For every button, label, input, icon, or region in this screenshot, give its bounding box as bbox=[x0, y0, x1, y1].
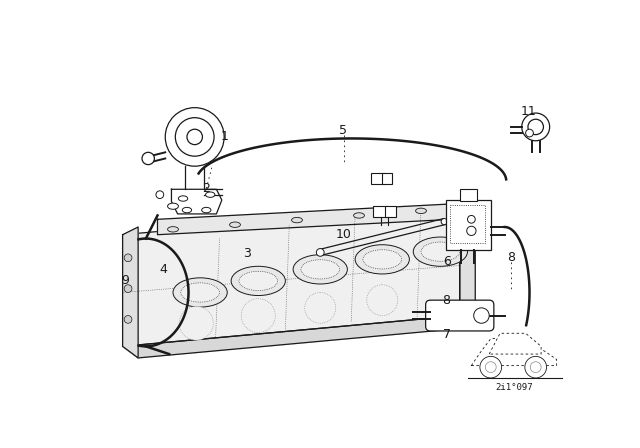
Bar bbox=[385, 206, 396, 217]
Text: 6: 6 bbox=[443, 255, 451, 268]
Polygon shape bbox=[157, 204, 452, 235]
Circle shape bbox=[528, 119, 543, 134]
Circle shape bbox=[525, 129, 533, 137]
Text: 7: 7 bbox=[443, 328, 451, 341]
Ellipse shape bbox=[202, 207, 211, 213]
Ellipse shape bbox=[173, 278, 227, 307]
Ellipse shape bbox=[168, 203, 179, 209]
Ellipse shape bbox=[182, 207, 191, 213]
Text: 2i1°097: 2i1°097 bbox=[495, 383, 533, 392]
FancyBboxPatch shape bbox=[426, 300, 494, 331]
Circle shape bbox=[241, 299, 275, 332]
Polygon shape bbox=[489, 333, 541, 354]
Ellipse shape bbox=[180, 283, 220, 302]
Bar bbox=[451, 205, 484, 243]
Circle shape bbox=[441, 219, 447, 225]
Text: 4: 4 bbox=[160, 263, 168, 276]
Bar bbox=[371, 173, 385, 184]
Circle shape bbox=[525, 356, 547, 378]
Circle shape bbox=[165, 108, 224, 166]
Circle shape bbox=[531, 362, 541, 373]
Text: 8: 8 bbox=[443, 293, 451, 307]
Circle shape bbox=[480, 356, 502, 378]
Circle shape bbox=[124, 315, 132, 323]
Circle shape bbox=[124, 254, 132, 262]
Circle shape bbox=[367, 285, 397, 315]
Circle shape bbox=[187, 129, 202, 145]
Text: 10: 10 bbox=[335, 228, 351, 241]
Ellipse shape bbox=[231, 266, 285, 296]
Text: 1: 1 bbox=[220, 130, 228, 143]
Text: 9: 9 bbox=[121, 275, 129, 288]
Ellipse shape bbox=[168, 227, 179, 232]
Bar bbox=[446, 200, 491, 250]
Circle shape bbox=[467, 215, 476, 223]
Text: 3: 3 bbox=[243, 247, 251, 260]
Bar bbox=[460, 189, 477, 201]
Ellipse shape bbox=[179, 196, 188, 201]
Bar bbox=[373, 206, 388, 217]
Ellipse shape bbox=[239, 271, 278, 291]
Ellipse shape bbox=[353, 213, 364, 218]
Circle shape bbox=[316, 249, 324, 256]
Ellipse shape bbox=[415, 208, 426, 214]
Circle shape bbox=[522, 113, 550, 141]
Polygon shape bbox=[123, 204, 460, 346]
Ellipse shape bbox=[292, 217, 303, 223]
Circle shape bbox=[124, 285, 132, 293]
Circle shape bbox=[175, 118, 214, 156]
Ellipse shape bbox=[355, 245, 410, 274]
Polygon shape bbox=[460, 204, 476, 327]
Polygon shape bbox=[123, 315, 476, 358]
Polygon shape bbox=[472, 336, 557, 366]
Ellipse shape bbox=[413, 237, 467, 266]
Circle shape bbox=[305, 293, 336, 323]
Bar bbox=[382, 173, 392, 184]
Ellipse shape bbox=[230, 222, 241, 228]
Ellipse shape bbox=[205, 192, 215, 198]
Ellipse shape bbox=[363, 250, 402, 269]
Circle shape bbox=[485, 362, 496, 373]
Circle shape bbox=[156, 191, 164, 198]
Circle shape bbox=[474, 308, 489, 323]
Circle shape bbox=[467, 226, 476, 236]
Circle shape bbox=[179, 306, 213, 340]
Ellipse shape bbox=[421, 242, 460, 261]
Text: 11: 11 bbox=[521, 105, 536, 118]
Text: 8: 8 bbox=[507, 251, 515, 264]
Polygon shape bbox=[123, 227, 138, 358]
Circle shape bbox=[142, 152, 154, 165]
Text: 2: 2 bbox=[202, 182, 211, 195]
Polygon shape bbox=[172, 189, 222, 214]
Ellipse shape bbox=[293, 255, 348, 284]
Text: 5: 5 bbox=[339, 124, 348, 137]
Ellipse shape bbox=[301, 260, 340, 279]
